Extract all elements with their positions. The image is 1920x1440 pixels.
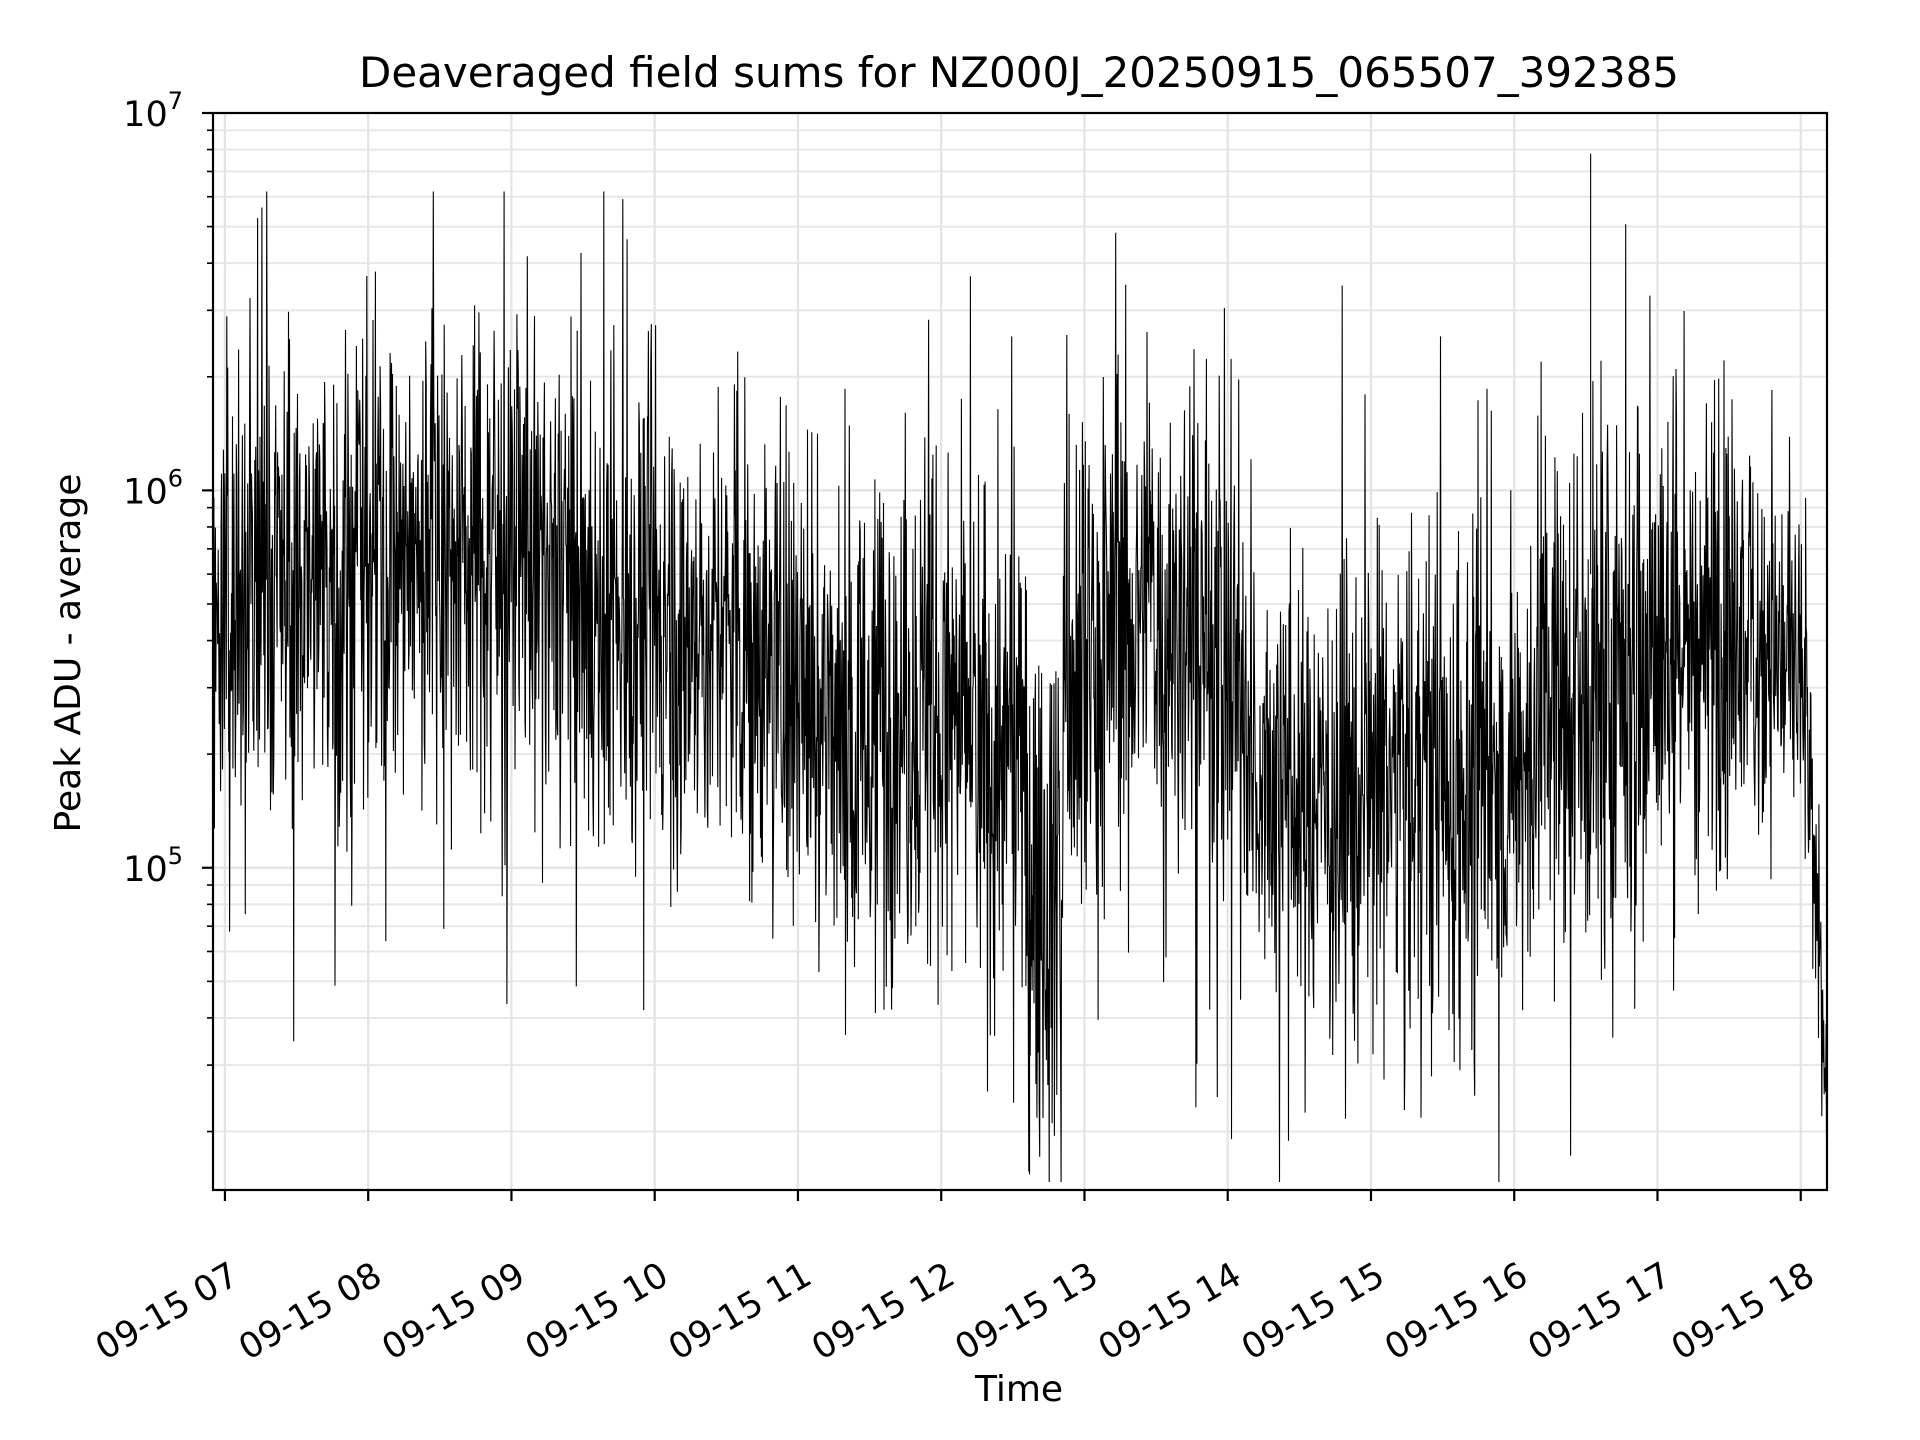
y-tick-label: 107 xyxy=(123,87,183,135)
y-tick-label-base: 10 xyxy=(123,95,168,135)
y-tick-label-base: 10 xyxy=(123,472,168,512)
axis-ticks xyxy=(202,111,1802,1201)
y-tick-label: 106 xyxy=(123,464,183,512)
series-layer xyxy=(212,153,1828,1183)
y-tick-label-exponent: 7 xyxy=(168,87,183,115)
x-axis-label: Time xyxy=(974,1369,1063,1410)
y-tick-label-exponent: 6 xyxy=(168,464,183,492)
y-tick-label-exponent: 5 xyxy=(168,842,183,870)
series-line xyxy=(212,191,1828,1183)
chart-title: Deaveraged field sums for NZ000J_2025091… xyxy=(359,48,1679,97)
y-axis-label: Peak ADU - average xyxy=(48,474,89,833)
y-tick-label-base: 10 xyxy=(123,850,168,890)
plot-frame xyxy=(211,111,1829,1192)
y-tick-label: 105 xyxy=(123,842,183,890)
